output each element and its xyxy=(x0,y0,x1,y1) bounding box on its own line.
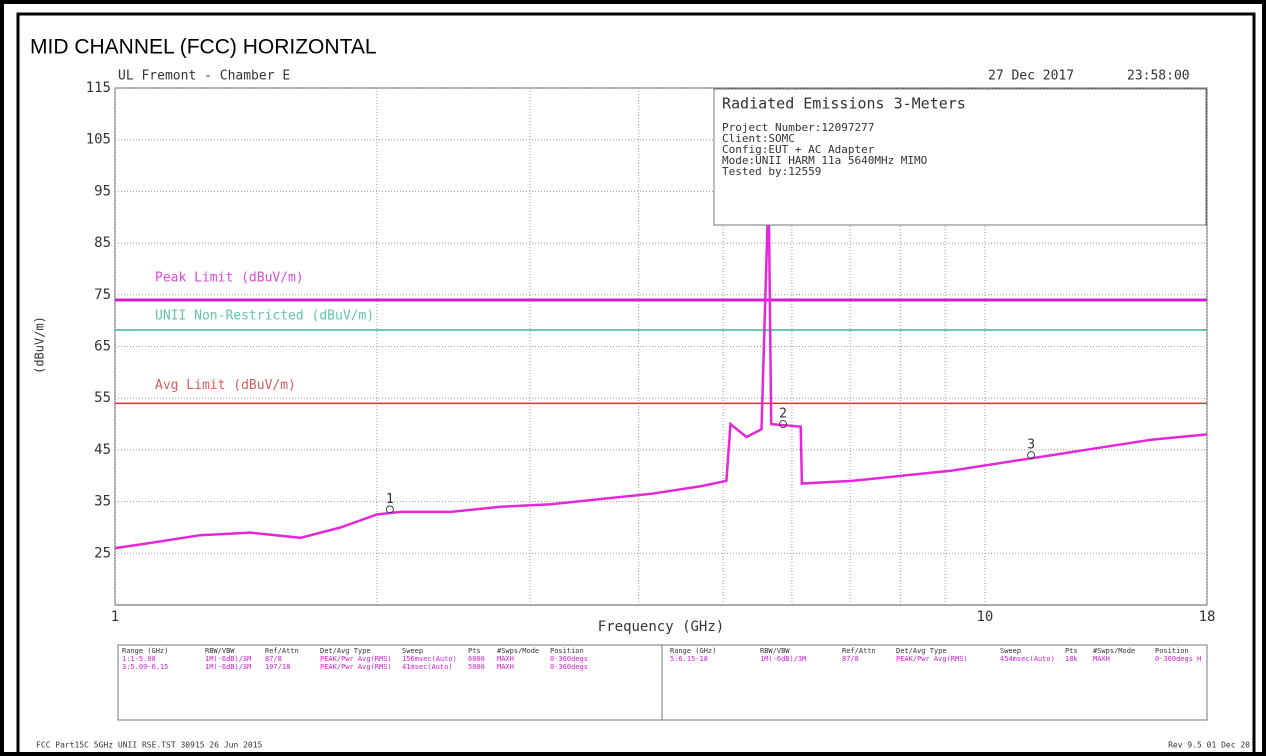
y-tick-label: 85 xyxy=(94,235,111,251)
marker-label: 3 xyxy=(1027,438,1035,453)
table-cell: 454msec(Auto) xyxy=(1000,655,1055,663)
table-cell: 18k xyxy=(1065,655,1078,663)
table-header: Range (GHz) xyxy=(670,647,716,655)
y-tick-label: 65 xyxy=(94,339,111,355)
info-line: Mode:UNII HARM 11a 5640MHz MIMO xyxy=(722,154,927,167)
info-line: Project Number:12097277 xyxy=(722,121,874,134)
date: 27 Dec 2017 xyxy=(988,69,1074,84)
table-header: Position xyxy=(550,647,584,655)
table-cell: 3:5.09-6.15 xyxy=(122,663,168,671)
table-cell: 1M(-6dB)/3M xyxy=(760,655,806,663)
x-tick-label: 18 xyxy=(1199,609,1216,625)
table-cell: 6000 xyxy=(468,655,485,663)
y-tick-label: 115 xyxy=(86,80,111,96)
table-header: Range (GHz) xyxy=(122,647,168,655)
trace-line xyxy=(114,186,1208,550)
y-tick-label: 55 xyxy=(94,390,111,406)
table-cell: 1:1-5.08 xyxy=(122,655,156,663)
info-heading: Radiated Emissions 3-Meters xyxy=(722,95,966,113)
info-line: Client:SOMC xyxy=(722,132,795,145)
table-header: Position xyxy=(1155,647,1189,655)
table-header: Pts xyxy=(1065,647,1078,655)
info-line: Config:EUT + AC Adapter xyxy=(722,143,875,156)
marker xyxy=(779,420,788,429)
marker-label: 1 xyxy=(386,492,394,507)
info-box xyxy=(713,88,1207,226)
table-cell: 41msec(Auto) xyxy=(402,663,453,671)
table-cell: 1M(-6dB)/3M xyxy=(205,655,251,663)
y-tick-label: 35 xyxy=(94,494,111,510)
limit-label: Avg Limit (dBuV/m) xyxy=(155,378,296,393)
table-header: #Swps/Mode xyxy=(1093,647,1135,655)
site: UL Fremont - Chamber E xyxy=(118,69,290,84)
table-header: Sweep xyxy=(402,647,423,655)
table-cell: PEAK/Pwr Avg(RMS) xyxy=(896,655,968,663)
marker xyxy=(385,505,394,514)
table-cell: 5:6.15-18 xyxy=(670,655,708,663)
table-header: Det/Avg Type xyxy=(896,647,947,655)
table-cell: 1M(-6dB)/3M xyxy=(205,663,251,671)
table-header: Sweep xyxy=(1000,647,1021,655)
y-tick-label: 25 xyxy=(94,545,111,561)
table-cell: 87/8 xyxy=(265,655,282,663)
marker xyxy=(1027,451,1036,460)
table-cell: 156msec(Auto) xyxy=(402,655,457,663)
time: 23:58:00 xyxy=(1127,69,1190,84)
table-cell: MAXH xyxy=(497,663,514,671)
marker-label: 2 xyxy=(779,407,787,422)
table-header: Pts xyxy=(468,647,481,655)
plot-layer: Peak Limit (dBuV/m) UNII Non-Restricted (… xyxy=(114,87,1208,605)
y-tick-label: 75 xyxy=(94,287,111,303)
table-header: RBW/VBW xyxy=(205,647,235,655)
table-cell: PEAK/Pwr Avg(RMS) xyxy=(320,663,392,671)
x-tick-label: 10 xyxy=(977,609,994,625)
y-tick-label: 45 xyxy=(94,442,111,458)
inner-frame xyxy=(16,12,1256,756)
table-cell: 5000 xyxy=(468,663,485,671)
info-line: Tested by:12559 xyxy=(722,165,821,178)
table-cell: 107/18 xyxy=(265,663,290,671)
footer-right: Rev 9.5 01 Dec 20 xyxy=(1168,741,1250,750)
table-header: #Swps/Mode xyxy=(497,647,539,655)
y-tick-label: 95 xyxy=(94,183,111,199)
page-title: MID CHANNEL (FCC) HORIZONTAL xyxy=(30,36,377,59)
y-tick-label: 105 xyxy=(86,132,111,148)
limit-label: Peak Limit (dBuV/m) xyxy=(155,270,304,285)
x-axis-label: Frequency (GHz) xyxy=(598,619,724,635)
table-header: Ref/Attn xyxy=(265,647,299,655)
table-header: RBW/VBW xyxy=(760,647,790,655)
table-header: Det/Avg Type xyxy=(320,647,371,655)
y-axis-label: (dBuV/m) xyxy=(33,316,47,374)
x-tick-label: 1 xyxy=(111,609,119,625)
footer-left: FCC Part15C 5GHz UNII RSE.TST 30915 26 J… xyxy=(36,741,263,750)
table-cell: PEAK/Pwr Avg(RMS) xyxy=(320,655,392,663)
limit-label: UNII Non-Restricted (dBuV/m) xyxy=(155,308,374,323)
table-cell: 0-360degs xyxy=(550,663,588,671)
table-header: Ref/Attn xyxy=(842,647,876,655)
table-cell: 0-360degs H xyxy=(1155,655,1201,663)
table-cell: 87/8 xyxy=(842,655,859,663)
table-cell: MAXH xyxy=(497,655,514,663)
table-cell: MAXH xyxy=(1093,655,1110,663)
table-cell: 0-360degs xyxy=(550,655,588,663)
